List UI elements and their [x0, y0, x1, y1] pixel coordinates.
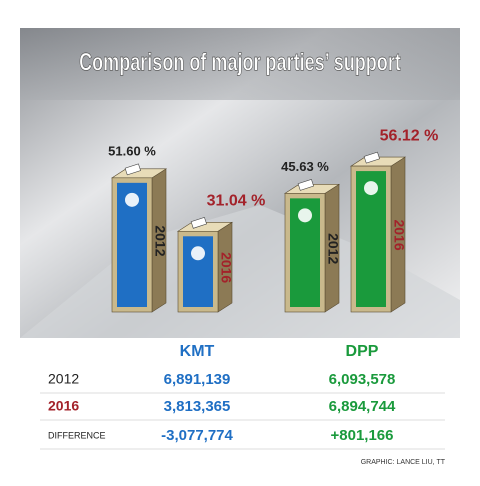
box-year-label: 2016 — [218, 252, 234, 283]
table-value: 6,093,578 — [329, 371, 396, 388]
category-label: KMT — [180, 343, 215, 360]
party-emblem — [298, 208, 312, 223]
value-label: 56.12 % — [380, 127, 439, 144]
row-label: 2012 — [48, 371, 79, 387]
table-value: 6,891,139 — [164, 371, 231, 388]
category-label: DPP — [346, 343, 379, 360]
ballot-slip — [124, 163, 141, 176]
table-value: -3,077,774 — [161, 427, 233, 444]
table-value: +801,166 — [331, 427, 394, 444]
box-year-label: 2012 — [152, 225, 168, 256]
table-value: 3,813,365 — [164, 398, 231, 415]
value-label: 45.63 % — [281, 159, 329, 174]
party-emblem — [364, 181, 378, 196]
box-year-label: 2012 — [325, 233, 341, 264]
value-label: 51.60 % — [108, 143, 156, 158]
value-label: 31.04 % — [207, 193, 266, 210]
row-label: 2016 — [48, 398, 79, 414]
box-year-label: 2016 — [391, 219, 407, 250]
party-emblem — [125, 192, 139, 207]
plot: 2012 51.60 % 2016 31.04 % KMT 2012 45.63 % 2016… — [40, 127, 445, 450]
credit: GRAPHIC: LANCE LIU, TT — [361, 459, 446, 466]
table-value: 6,894,744 — [329, 398, 396, 415]
title-band — [20, 28, 460, 100]
ballot-slip — [297, 179, 314, 191]
row-label: DIFFERENCE — [48, 430, 106, 440]
party-emblem — [191, 246, 205, 261]
chart-title: Comparison of major parties’ support — [79, 48, 401, 77]
ballot-slip — [363, 151, 380, 164]
ballot-slip — [190, 216, 207, 229]
